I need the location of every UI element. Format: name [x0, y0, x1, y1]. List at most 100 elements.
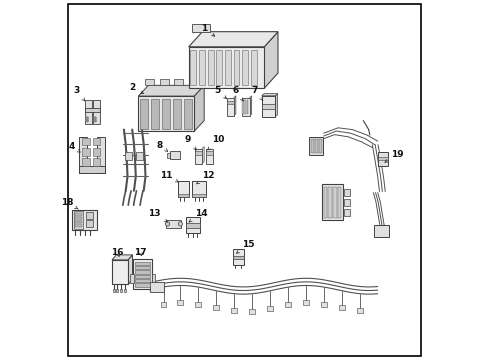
Bar: [84, 108, 101, 112]
Bar: [314, 139, 317, 153]
Bar: [377, 152, 387, 166]
Text: 15: 15: [236, 240, 254, 253]
Bar: [186, 217, 200, 233]
Text: 19: 19: [384, 150, 403, 162]
Bar: [241, 98, 249, 116]
Bar: [284, 302, 290, 307]
Bar: [75, 217, 82, 220]
Bar: [134, 275, 149, 278]
Text: 6: 6: [232, 86, 243, 101]
Text: 7: 7: [251, 86, 262, 100]
Bar: [343, 199, 349, 206]
Text: 4: 4: [68, 142, 80, 152]
Bar: [261, 96, 275, 117]
Bar: [92, 158, 101, 166]
Bar: [151, 274, 155, 283]
Bar: [162, 99, 170, 129]
Bar: [134, 270, 149, 274]
Bar: [199, 50, 204, 85]
Bar: [178, 181, 188, 197]
Bar: [310, 139, 313, 153]
Bar: [150, 282, 163, 292]
Polygon shape: [202, 147, 204, 164]
Bar: [75, 224, 82, 227]
Bar: [74, 211, 83, 229]
Bar: [377, 157, 387, 160]
Bar: [216, 50, 222, 85]
Bar: [338, 305, 344, 310]
Circle shape: [86, 120, 88, 122]
Polygon shape: [194, 85, 204, 131]
Bar: [134, 279, 149, 282]
Polygon shape: [138, 85, 204, 96]
Circle shape: [165, 222, 169, 226]
Bar: [242, 100, 244, 114]
Bar: [194, 302, 200, 307]
Bar: [212, 305, 218, 310]
Polygon shape: [275, 94, 277, 117]
Bar: [328, 187, 331, 218]
Bar: [207, 50, 213, 85]
Bar: [97, 137, 104, 173]
Circle shape: [94, 120, 96, 122]
Bar: [174, 79, 183, 85]
Bar: [145, 79, 154, 85]
Text: 16: 16: [111, 248, 124, 257]
Bar: [343, 209, 349, 216]
Bar: [112, 260, 128, 284]
Bar: [248, 309, 254, 314]
Bar: [92, 148, 101, 156]
Bar: [343, 189, 349, 196]
Bar: [125, 152, 132, 160]
Bar: [205, 149, 213, 164]
Bar: [173, 99, 181, 129]
Text: 2: 2: [129, 83, 143, 94]
Bar: [138, 96, 194, 131]
Bar: [356, 309, 362, 314]
Bar: [123, 289, 125, 292]
Text: 17: 17: [134, 248, 147, 257]
Bar: [72, 210, 97, 230]
Bar: [177, 300, 182, 305]
Bar: [244, 100, 245, 114]
Bar: [86, 212, 93, 219]
Text: 3: 3: [73, 86, 84, 101]
Bar: [242, 50, 247, 85]
Polygon shape: [264, 32, 277, 88]
Bar: [205, 151, 213, 155]
Bar: [233, 50, 239, 85]
Bar: [309, 137, 322, 155]
Polygon shape: [261, 94, 277, 96]
Text: 18: 18: [61, 198, 78, 209]
Bar: [194, 149, 202, 164]
Text: 12: 12: [196, 171, 214, 184]
Polygon shape: [112, 255, 132, 260]
Bar: [134, 283, 149, 287]
Bar: [134, 262, 149, 265]
Text: 11: 11: [160, 171, 178, 182]
Bar: [160, 302, 166, 307]
Bar: [134, 266, 149, 269]
Bar: [318, 139, 321, 153]
Bar: [140, 99, 148, 129]
Bar: [332, 187, 336, 218]
Bar: [133, 259, 151, 289]
Bar: [261, 104, 275, 109]
Bar: [337, 187, 341, 218]
Circle shape: [86, 117, 88, 119]
Bar: [130, 274, 133, 283]
Bar: [169, 151, 179, 159]
Text: 5: 5: [213, 86, 226, 99]
Polygon shape: [188, 32, 277, 47]
Bar: [75, 213, 82, 216]
Bar: [190, 50, 196, 85]
Circle shape: [178, 222, 182, 226]
Bar: [85, 100, 92, 124]
Bar: [232, 249, 244, 265]
Bar: [81, 138, 89, 145]
Bar: [113, 289, 115, 292]
Bar: [166, 153, 170, 158]
Text: 13: 13: [148, 209, 167, 222]
Bar: [250, 50, 256, 85]
Bar: [86, 220, 93, 227]
